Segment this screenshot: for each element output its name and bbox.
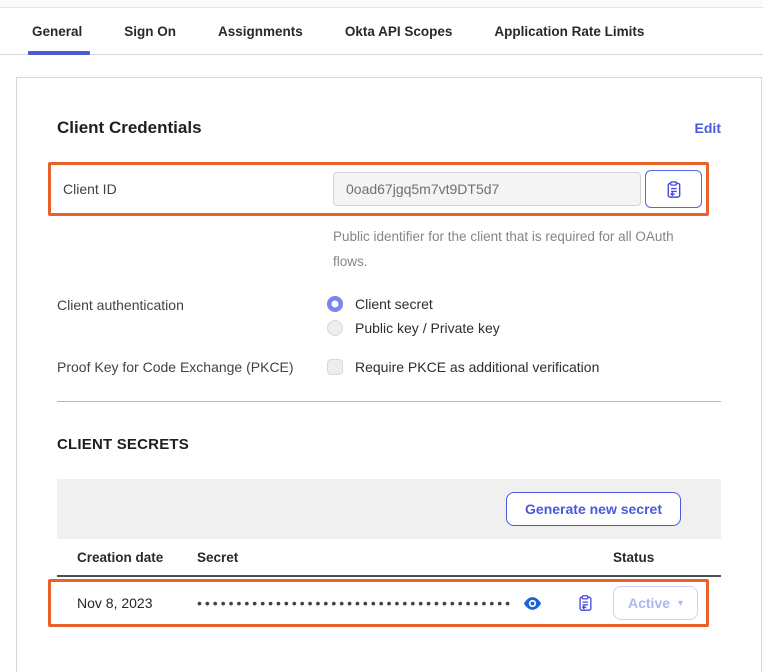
tab-general[interactable]: General xyxy=(27,10,91,55)
radio-option-label: Client secret xyxy=(355,296,433,312)
client-id-help-text: Public identifier for the client that is… xyxy=(333,229,674,269)
radio-option-label: Public key / Private key xyxy=(355,320,500,336)
radio-selected-icon[interactable] xyxy=(327,296,343,312)
pkce-label: Proof Key for Code Exchange (PKCE) xyxy=(57,359,294,375)
page-top-edge xyxy=(0,0,763,8)
tab-assignments[interactable]: Assignments xyxy=(218,24,303,39)
copy-secret-button[interactable] xyxy=(576,594,594,612)
tab-application-rate-limits[interactable]: Application Rate Limits xyxy=(494,24,645,39)
status-label: Active xyxy=(628,595,671,611)
masked-secret-value: •••••••••••••••••••••••••••••••••••••••• xyxy=(197,595,514,611)
secret-status-dropdown[interactable]: Active ▾ xyxy=(613,586,699,620)
pkce-checkbox-row[interactable]: Require PKCE as additional verification xyxy=(327,358,599,375)
secret-creation-date: Nov 8, 2023 xyxy=(77,595,153,611)
client-authentication-label: Client authentication xyxy=(57,297,184,313)
caret-down-icon: ▾ xyxy=(678,597,684,609)
clipboard-copy-icon xyxy=(664,180,683,199)
app-tabbar: General Sign On Assignments Okta API Sco… xyxy=(0,8,763,55)
tab-sign-on[interactable]: Sign On xyxy=(124,24,177,39)
generate-new-secret-button[interactable]: Generate new secret xyxy=(506,492,681,526)
checkbox-unchecked-icon[interactable] xyxy=(327,358,343,375)
column-header-status: Status xyxy=(613,549,655,565)
clipboard-copy-icon xyxy=(576,594,594,612)
radio-option-public-private-key[interactable]: Public key / Private key xyxy=(327,320,500,336)
radio-unselected-icon[interactable] xyxy=(327,320,343,336)
card-title: Client Credentials xyxy=(57,118,202,137)
tab-okta-api-scopes[interactable]: Okta API Scopes xyxy=(344,24,453,39)
highlight-box-secret-row: Nov 8, 2023 ••••••••••••••••••••••••••••… xyxy=(48,579,709,627)
client-id-value-field[interactable]: 0oad67jgq5m7vt9DT5d7 xyxy=(333,172,641,206)
client-secrets-heading: CLIENT SECRETS xyxy=(57,436,189,453)
table-header-row: Creation date Secret Status xyxy=(57,539,721,577)
client-credentials-card: Client Credentials Edit Client ID 0oad67… xyxy=(16,77,762,672)
pkce-checkbox-label: Require PKCE as additional verification xyxy=(355,358,600,375)
client-id-label: Client ID xyxy=(63,181,117,197)
reveal-secret-button[interactable] xyxy=(523,596,542,611)
section-divider xyxy=(57,401,721,402)
column-header-creation-date: Creation date xyxy=(77,549,164,565)
highlight-box-client-id: Client ID 0oad67jgq5m7vt9DT5d7 xyxy=(48,162,709,216)
edit-link[interactable]: Edit xyxy=(694,120,721,136)
column-header-secret: Secret xyxy=(197,549,239,565)
copy-client-id-button[interactable] xyxy=(644,170,702,208)
radio-option-client-secret[interactable]: Client secret xyxy=(327,296,500,312)
table-toolbar: Generate new secret xyxy=(57,479,721,539)
eye-icon xyxy=(523,596,542,611)
client-secrets-table: Generate new secret Creation date Secret… xyxy=(48,479,721,627)
